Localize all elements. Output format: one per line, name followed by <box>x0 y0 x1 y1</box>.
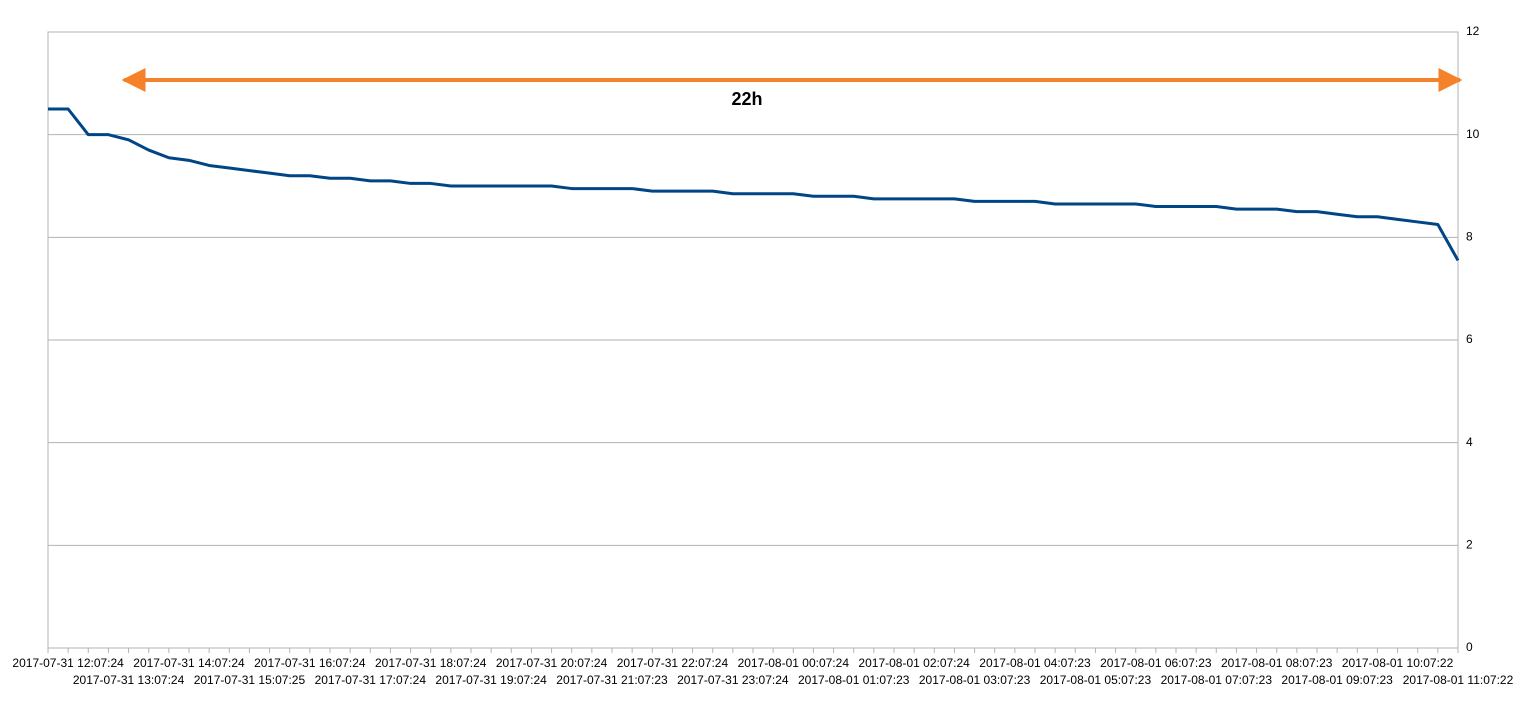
x-tick-label: 2017-07-31 15:07:25 <box>194 673 306 687</box>
x-tick-label: 2017-07-31 23:07:24 <box>677 673 789 687</box>
x-tick-label: 2017-08-01 00:07:24 <box>738 656 850 670</box>
x-tick-label: 2017-07-31 14:07:24 <box>133 656 245 670</box>
x-tick-label: 2017-08-01 11:07:22 <box>1403 673 1514 687</box>
data-line <box>48 107 1460 262</box>
x-tick-label: 2017-07-31 20:07:24 <box>496 656 608 670</box>
x-tick-label: 2017-07-31 13:07:24 <box>73 673 185 687</box>
y-tick-label: 2 <box>1466 538 1473 552</box>
x-tick-label: 2017-08-01 01:07:23 <box>798 673 910 687</box>
x-tick-label: 2017-08-01 10:07:22 <box>1342 656 1454 670</box>
x-tick-label: 2017-07-31 16:07:24 <box>254 656 366 670</box>
x-tick-label: 2017-08-01 09:07:23 <box>1281 673 1393 687</box>
x-tick-label: 2017-07-31 21:07:23 <box>556 673 668 687</box>
x-tick-label: 2017-08-01 02:07:24 <box>858 656 970 670</box>
x-tick-label: 2017-08-01 08:07:23 <box>1221 656 1333 670</box>
y-tick-label: 12 <box>1466 24 1480 38</box>
x-tick-label: 2017-07-31 18:07:24 <box>375 656 487 670</box>
x-tick-label: 2017-07-31 22:07:24 <box>617 656 729 670</box>
y-tick-label: 10 <box>1466 127 1480 141</box>
x-tick-label: 2017-08-01 03:07:23 <box>919 673 1031 687</box>
annotation-label: 22h <box>731 89 762 109</box>
x-tick-label: 2017-07-31 12:07:24 <box>12 656 124 670</box>
y-tick-label: 8 <box>1466 230 1473 244</box>
y-tick-label: 0 <box>1466 640 1473 654</box>
x-tick-label: 2017-08-01 07:07:23 <box>1161 673 1273 687</box>
y-tick-label: 4 <box>1466 435 1473 449</box>
x-tick-label: 2017-08-01 04:07:23 <box>979 656 1091 670</box>
x-tick-label: 2017-08-01 06:07:23 <box>1100 656 1212 670</box>
y-tick-label: 6 <box>1466 332 1473 346</box>
x-tick-label: 2017-07-31 17:07:24 <box>315 673 427 687</box>
x-tick-label: 2017-08-01 05:07:23 <box>1040 673 1152 687</box>
x-tick-label: 2017-07-31 19:07:24 <box>435 673 547 687</box>
